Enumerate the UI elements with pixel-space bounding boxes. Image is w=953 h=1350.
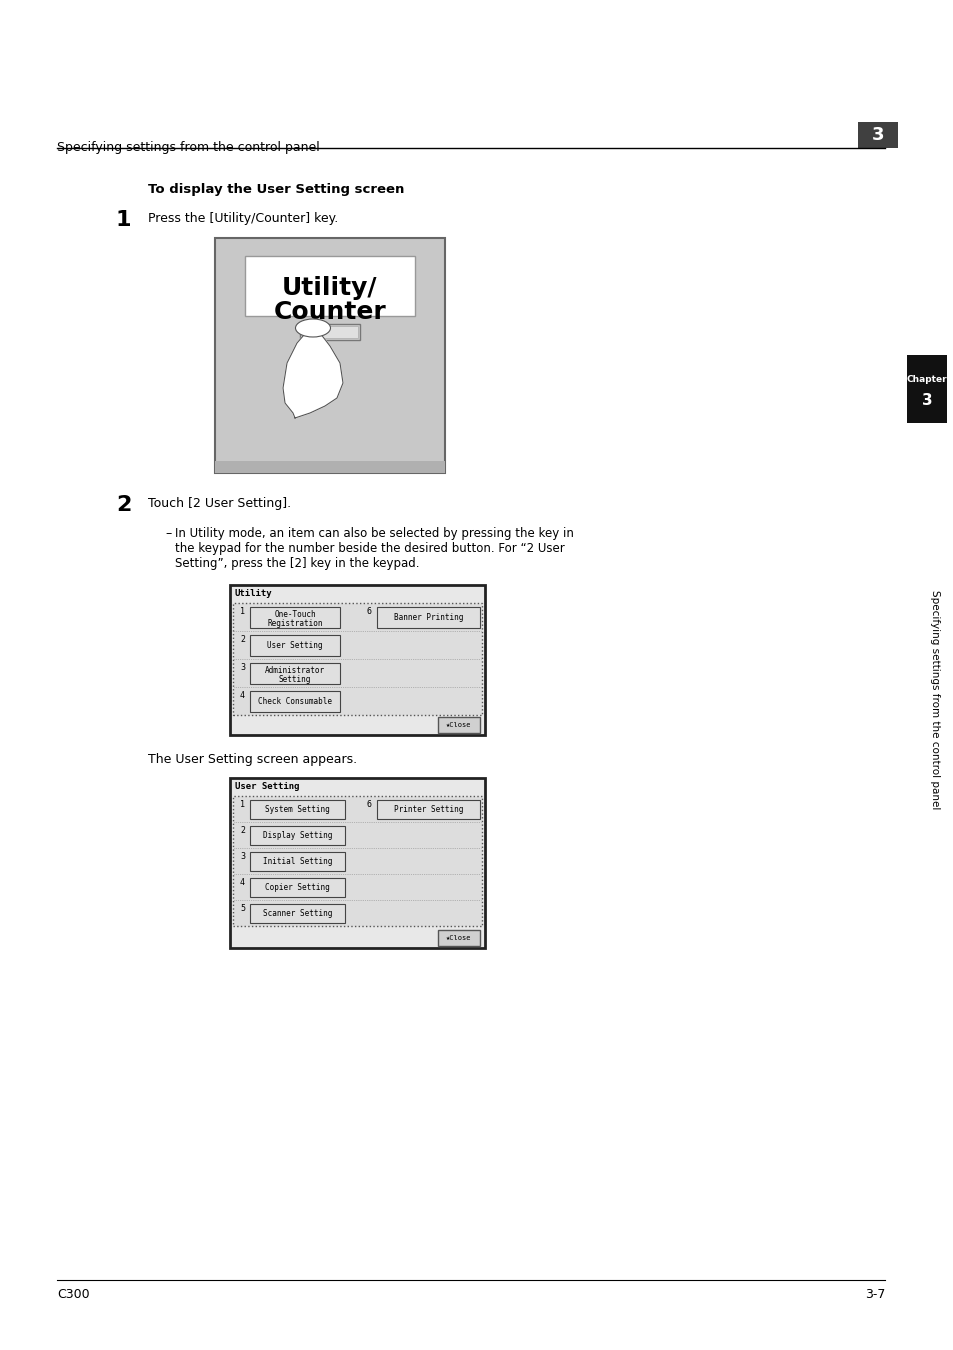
- Bar: [250, 852, 345, 871]
- Text: Display Setting: Display Setting: [262, 832, 332, 840]
- Text: Initial Setting: Initial Setting: [262, 857, 332, 865]
- Text: In Utility mode, an item can also be selected by pressing the key in: In Utility mode, an item can also be sel…: [174, 526, 574, 540]
- Bar: [250, 904, 345, 923]
- Text: 5: 5: [240, 904, 245, 913]
- Text: The User Setting screen appears.: The User Setting screen appears.: [148, 753, 356, 765]
- Text: the keypad for the number beside the desired button. For “2 User: the keypad for the number beside the des…: [174, 541, 564, 555]
- Bar: [906, 355, 946, 423]
- Bar: [230, 585, 484, 734]
- Text: One-Touch: One-Touch: [274, 610, 315, 620]
- Text: Press the [Utility/Counter] key.: Press the [Utility/Counter] key.: [148, 212, 338, 225]
- Text: 4: 4: [240, 878, 245, 887]
- Text: User Setting: User Setting: [234, 782, 299, 791]
- Text: 1: 1: [240, 801, 245, 809]
- Text: Chapter: Chapter: [905, 375, 946, 383]
- Bar: [250, 801, 345, 819]
- Text: To display the User Setting screen: To display the User Setting screen: [148, 184, 404, 196]
- Bar: [437, 717, 479, 733]
- Bar: [214, 460, 444, 472]
- Text: Specifying settings from the control panel: Specifying settings from the control pan…: [929, 590, 939, 810]
- Ellipse shape: [295, 319, 330, 338]
- Bar: [250, 691, 339, 711]
- Text: 3: 3: [240, 663, 245, 672]
- Text: Administrator: Administrator: [265, 666, 325, 675]
- Bar: [250, 663, 339, 684]
- Bar: [230, 778, 484, 948]
- Text: Printer Setting: Printer Setting: [394, 805, 463, 814]
- Text: Copier Setting: Copier Setting: [265, 883, 330, 892]
- Text: 6: 6: [367, 801, 372, 809]
- Text: Setting: Setting: [278, 675, 311, 684]
- Text: 2: 2: [240, 826, 245, 836]
- Bar: [250, 878, 345, 896]
- Bar: [250, 826, 345, 845]
- Text: 3: 3: [871, 126, 883, 144]
- Text: 3: 3: [921, 393, 931, 408]
- Bar: [245, 256, 415, 316]
- Bar: [302, 325, 357, 338]
- Bar: [857, 122, 897, 148]
- Bar: [233, 796, 481, 926]
- Text: ★Close: ★Close: [446, 936, 471, 941]
- Text: Touch [2 User Setting].: Touch [2 User Setting].: [148, 497, 291, 510]
- Text: Specifying settings from the control panel: Specifying settings from the control pan…: [57, 140, 319, 154]
- Text: Utility/: Utility/: [282, 275, 377, 300]
- Text: Setting”, press the [2] key in the keypad.: Setting”, press the [2] key in the keypa…: [174, 558, 419, 570]
- Text: Banner Printing: Banner Printing: [394, 613, 463, 622]
- Bar: [437, 930, 479, 946]
- Text: –: –: [165, 526, 172, 540]
- Text: 4: 4: [240, 691, 245, 701]
- Text: Counter: Counter: [274, 300, 386, 324]
- Bar: [299, 324, 359, 340]
- Bar: [233, 603, 481, 716]
- Text: 3: 3: [240, 852, 245, 861]
- Polygon shape: [283, 325, 343, 418]
- Text: C300: C300: [57, 1288, 90, 1301]
- Text: User Setting: User Setting: [267, 641, 322, 649]
- Text: 3-7: 3-7: [863, 1288, 884, 1301]
- Bar: [376, 608, 479, 628]
- Bar: [250, 608, 339, 628]
- Text: 2: 2: [240, 634, 245, 644]
- Text: ★Close: ★Close: [446, 722, 471, 728]
- Text: Check Consumable: Check Consumable: [257, 697, 332, 706]
- Bar: [250, 634, 339, 656]
- Text: 6: 6: [367, 608, 372, 616]
- Text: 1: 1: [116, 211, 132, 230]
- Text: Registration: Registration: [267, 620, 322, 628]
- Text: System Setting: System Setting: [265, 805, 330, 814]
- Bar: [376, 801, 479, 819]
- Text: Scanner Setting: Scanner Setting: [262, 909, 332, 918]
- Text: 1: 1: [240, 608, 245, 616]
- Text: Utility: Utility: [234, 589, 273, 598]
- Text: 2: 2: [116, 495, 132, 514]
- Bar: [214, 238, 444, 472]
